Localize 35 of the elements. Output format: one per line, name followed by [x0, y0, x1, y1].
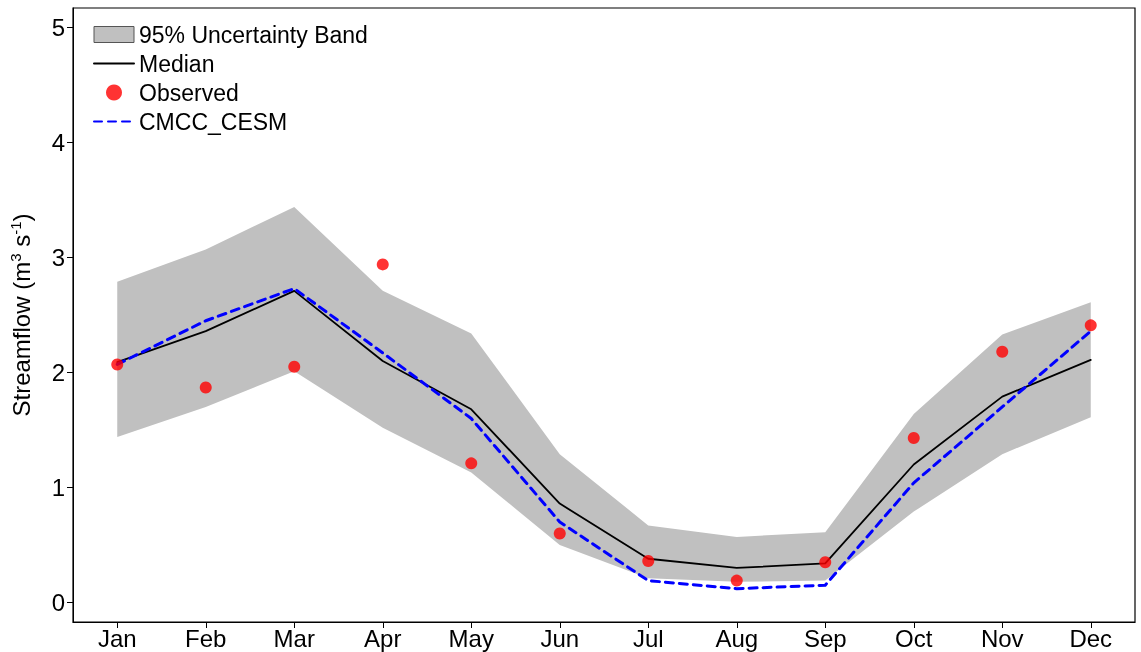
- x-tick-label: Oct: [895, 624, 933, 652]
- point: [1084, 319, 1097, 332]
- y-tick-label: 0: [51, 588, 65, 616]
- x-tick-label: Nov: [980, 624, 1024, 652]
- point: [199, 381, 212, 394]
- point: [819, 556, 832, 569]
- point: [111, 358, 124, 371]
- x-tick-label: May: [448, 624, 494, 652]
- y-tick-label: 3: [51, 244, 65, 272]
- x-tick-label: Jun: [540, 624, 580, 652]
- x-tick-label: Jul: [632, 624, 664, 652]
- point: [642, 555, 655, 568]
- legend-label: 95% Uncertainty Band: [139, 21, 368, 48]
- y-tick-label: 4: [51, 129, 65, 157]
- legend-label: Median: [139, 50, 215, 77]
- x-tick-label: Apr: [364, 624, 402, 652]
- y-tick-label: 1: [51, 473, 65, 501]
- y-tick-label: 2: [51, 358, 65, 386]
- y-axis-title: Streamflow (m3 s-1): [7, 213, 35, 417]
- legend-label: CMCC_CESM: [139, 108, 288, 135]
- y-tick-label: 5: [51, 14, 65, 42]
- legend-label: Observed: [139, 79, 239, 106]
- point: [553, 527, 566, 540]
- x-tick-label: Feb: [185, 624, 227, 652]
- point: [465, 457, 478, 470]
- x-tick-label: Sep: [803, 624, 847, 652]
- point: [907, 432, 920, 445]
- point: [996, 345, 1009, 358]
- x-tick-label: Dec: [1069, 624, 1113, 652]
- point: [730, 574, 743, 587]
- point: [288, 360, 301, 373]
- x-tick-label: Jan: [97, 624, 137, 652]
- x-tick-label: Aug: [715, 624, 759, 652]
- point: [376, 258, 389, 271]
- x-tick-label: Mar: [273, 624, 315, 652]
